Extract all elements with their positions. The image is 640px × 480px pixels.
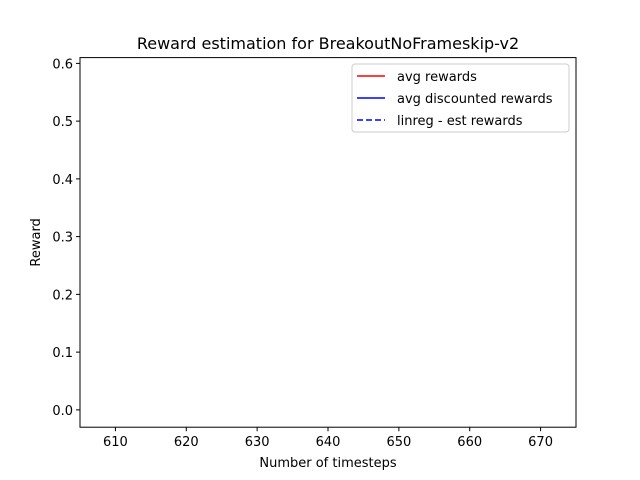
chart-title: Reward estimation for BreakoutNoFrameski… <box>137 34 519 53</box>
x-axis: 610 620 630 640 650 660 670 <box>103 427 553 450</box>
legend: avg rewards avg discounted rewards linreg … <box>351 63 570 133</box>
plot-frame <box>79 57 577 428</box>
x-tick-label: 660 <box>457 435 482 450</box>
x-tick-label: 610 <box>103 435 128 450</box>
y-tick-label: 0.3 <box>52 231 73 246</box>
x-tick-label: 620 <box>174 435 199 450</box>
x-axis-label: Number of timesteps <box>259 456 397 471</box>
y-tick-label: 0.2 <box>52 288 73 303</box>
y-tick-label: 0.1 <box>52 346 73 361</box>
legend-label: avg discounted rewards <box>397 92 553 107</box>
y-tick-label: 0.0 <box>52 404 73 419</box>
x-tick-label: 640 <box>316 435 341 450</box>
y-tick-label: 0.5 <box>52 115 73 130</box>
y-axis-label: Reward <box>29 218 44 266</box>
legend-frame <box>351 63 570 133</box>
y-axis: 0.0 0.1 0.2 0.3 0.4 0.5 0.6 <box>52 57 80 419</box>
x-tick-label: 650 <box>386 435 411 450</box>
y-tick-label: 0.4 <box>52 173 73 188</box>
x-tick-label: 670 <box>528 435 553 450</box>
y-tick-label: 0.6 <box>52 57 73 72</box>
x-tick-label: 630 <box>245 435 270 450</box>
legend-label: avg rewards <box>397 70 477 85</box>
legend-label: linreg - est rewards <box>397 114 523 129</box>
